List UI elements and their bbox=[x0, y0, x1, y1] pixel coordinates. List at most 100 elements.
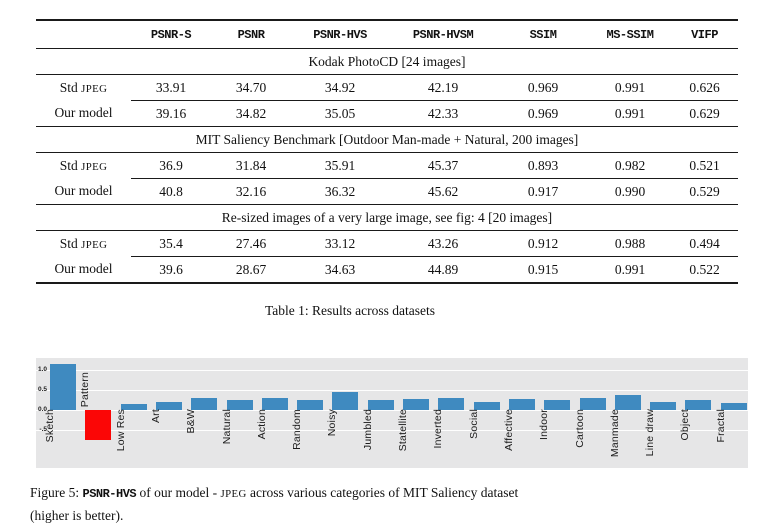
value-cell: 0.522 bbox=[689, 261, 720, 277]
bar-manmade bbox=[614, 395, 641, 410]
bar-fractal bbox=[720, 403, 747, 410]
value-cell: 36.9 bbox=[131, 152, 211, 179]
value-cell: 0.991 bbox=[589, 100, 671, 127]
category-label: Fractal bbox=[714, 409, 727, 443]
value-cell: 33.91 bbox=[131, 74, 211, 101]
table-header-row: PSNR-S PSNR PSNR-HVS PSNR-HVSM SSIM MS-SSIM VI… bbox=[36, 20, 738, 49]
value-cell: 0.912 bbox=[497, 230, 589, 257]
row-label: Std JPEG bbox=[59, 79, 108, 95]
value-cell: 34.70 bbox=[211, 74, 291, 101]
bar-statellite bbox=[403, 398, 429, 410]
category-label: Pattern bbox=[79, 371, 92, 407]
value-cell: 43.26 bbox=[389, 230, 497, 257]
column-header: SSIM bbox=[497, 20, 589, 49]
column-header: VIFP bbox=[671, 20, 738, 49]
bar-low-res bbox=[120, 403, 147, 410]
bar-sketch bbox=[50, 364, 76, 410]
table-row: Std JPEG 36.9 31.84 35.91 45.37 0.893 0.982 0.5… bbox=[36, 152, 738, 179]
bar-line-draw bbox=[650, 401, 677, 410]
category-label: Art bbox=[149, 409, 162, 424]
row-label: Our model bbox=[54, 261, 113, 277]
value-cell: 0.990 bbox=[589, 178, 671, 205]
caption-segment: across various categories of MIT Salienc… bbox=[246, 485, 519, 500]
value-cell: 0.991 bbox=[589, 74, 671, 101]
value-cell: 0.529 bbox=[671, 178, 738, 205]
value-cell: 0.521 bbox=[671, 152, 738, 179]
y-axis-tick-label: 1.0 bbox=[37, 366, 47, 373]
value-cell: 31.84 bbox=[211, 152, 291, 179]
value-cell: 0.893 bbox=[497, 152, 589, 179]
value-cell: 44.89 bbox=[427, 261, 459, 277]
category-label: B&W bbox=[185, 409, 198, 434]
bar-noisy bbox=[332, 391, 359, 410]
category-label: Sketch bbox=[44, 409, 56, 443]
value-cell: 34.92 bbox=[291, 74, 389, 101]
table-row: Std JPEG 35.4 27.46 33.12 43.26 0.912 0.988 0.4… bbox=[36, 230, 738, 257]
bar-natural bbox=[226, 400, 253, 410]
value-cell: 27.46 bbox=[211, 230, 291, 257]
results-table: PSNR-S PSNR PSNR-HVS PSNR-HVSM SSIM MS-SSIM VI… bbox=[36, 19, 738, 284]
value-cell: 28.67 bbox=[235, 261, 267, 277]
section-title: MIT Saliency Benchmark [Outdoor Man-made… bbox=[36, 126, 738, 153]
value-cell: 45.62 bbox=[389, 178, 497, 205]
value-cell: 0.991 bbox=[614, 261, 646, 277]
column-header: PSNR-S bbox=[131, 20, 211, 49]
gridline bbox=[36, 370, 748, 371]
category-label: Natural bbox=[220, 409, 233, 445]
category-label: Action bbox=[255, 409, 268, 440]
smallcaps-text: JPEG bbox=[81, 82, 108, 95]
category-label: Jumbled bbox=[361, 409, 374, 451]
row-label: Our model bbox=[36, 178, 131, 205]
table-row: Our model 39.6 28.67 34.63 44.89 0.915 0.991 0.… bbox=[36, 257, 738, 284]
value-cell: 0.982 bbox=[589, 152, 671, 179]
bar-chart-panel: 1.0 0.5 0.0 -.5 Sketch Pattern Low Res Art B&W Na… bbox=[36, 358, 748, 468]
figure-caption-line2: (higher is better). bbox=[30, 508, 124, 523]
bar-action bbox=[261, 397, 288, 410]
value-cell: 33.12 bbox=[291, 230, 389, 257]
category-label: Inverted bbox=[432, 409, 445, 449]
value-cell: 0.629 bbox=[671, 100, 738, 127]
caption-segment: of our model - bbox=[136, 485, 221, 500]
caption-segment: JPEG bbox=[220, 488, 247, 500]
section-title: Kodak PhotoCD [24 images] bbox=[36, 48, 738, 75]
category-label: Object bbox=[679, 409, 692, 441]
bar-indoor bbox=[544, 400, 571, 410]
gridline bbox=[36, 410, 748, 411]
value-cell: 45.37 bbox=[389, 152, 497, 179]
smallcaps-text: JPEG bbox=[81, 160, 108, 173]
value-cell: 34.82 bbox=[211, 100, 291, 127]
bar-object bbox=[685, 399, 712, 410]
section-title: Re-sized images of a very large image, s… bbox=[36, 204, 738, 231]
category-label: Random bbox=[291, 409, 304, 450]
y-axis-tick-label: 0.5 bbox=[37, 386, 47, 393]
value-cell: 34.63 bbox=[324, 261, 356, 277]
bar-social bbox=[473, 401, 500, 410]
caption-segment: PSNR-HVS bbox=[82, 487, 137, 501]
bar-cartoon bbox=[579, 398, 606, 410]
bar-affective bbox=[508, 398, 535, 410]
value-cell: 42.19 bbox=[389, 74, 497, 101]
bar-jumbled bbox=[367, 399, 394, 410]
category-label: Indoor bbox=[538, 409, 551, 440]
value-cell: 42.33 bbox=[389, 100, 497, 127]
value-cell: 0.969 bbox=[497, 74, 589, 101]
table-row: Our model 39.16 34.82 35.05 42.33 0.969 0.991 0… bbox=[36, 100, 738, 127]
bar-random bbox=[297, 399, 324, 410]
bar-inverted bbox=[438, 398, 465, 410]
category-label: Manmade bbox=[608, 409, 621, 458]
column-header: PSNR-HVSM bbox=[389, 20, 497, 49]
table-caption: Table 1: Results across datasets bbox=[264, 303, 435, 318]
value-cell: 39.6 bbox=[159, 261, 183, 277]
row-label: Std JPEG bbox=[59, 235, 108, 251]
category-label: Affective bbox=[502, 409, 515, 451]
value-cell: 0.988 bbox=[589, 230, 671, 257]
row-label: Our model bbox=[36, 100, 131, 127]
bar-b-w bbox=[191, 398, 218, 410]
table-row: Our model 40.8 32.16 36.32 45.62 0.917 0.990 0.… bbox=[36, 178, 738, 205]
value-cell: 0.917 bbox=[497, 178, 589, 205]
value-cell: 0.494 bbox=[671, 230, 738, 257]
y-axis-tick-label: 0.0 bbox=[37, 406, 47, 413]
row-label: Std JPEG bbox=[59, 157, 108, 173]
column-header: PSNR-HVS bbox=[291, 20, 389, 49]
category-label: Noisy bbox=[326, 409, 339, 437]
